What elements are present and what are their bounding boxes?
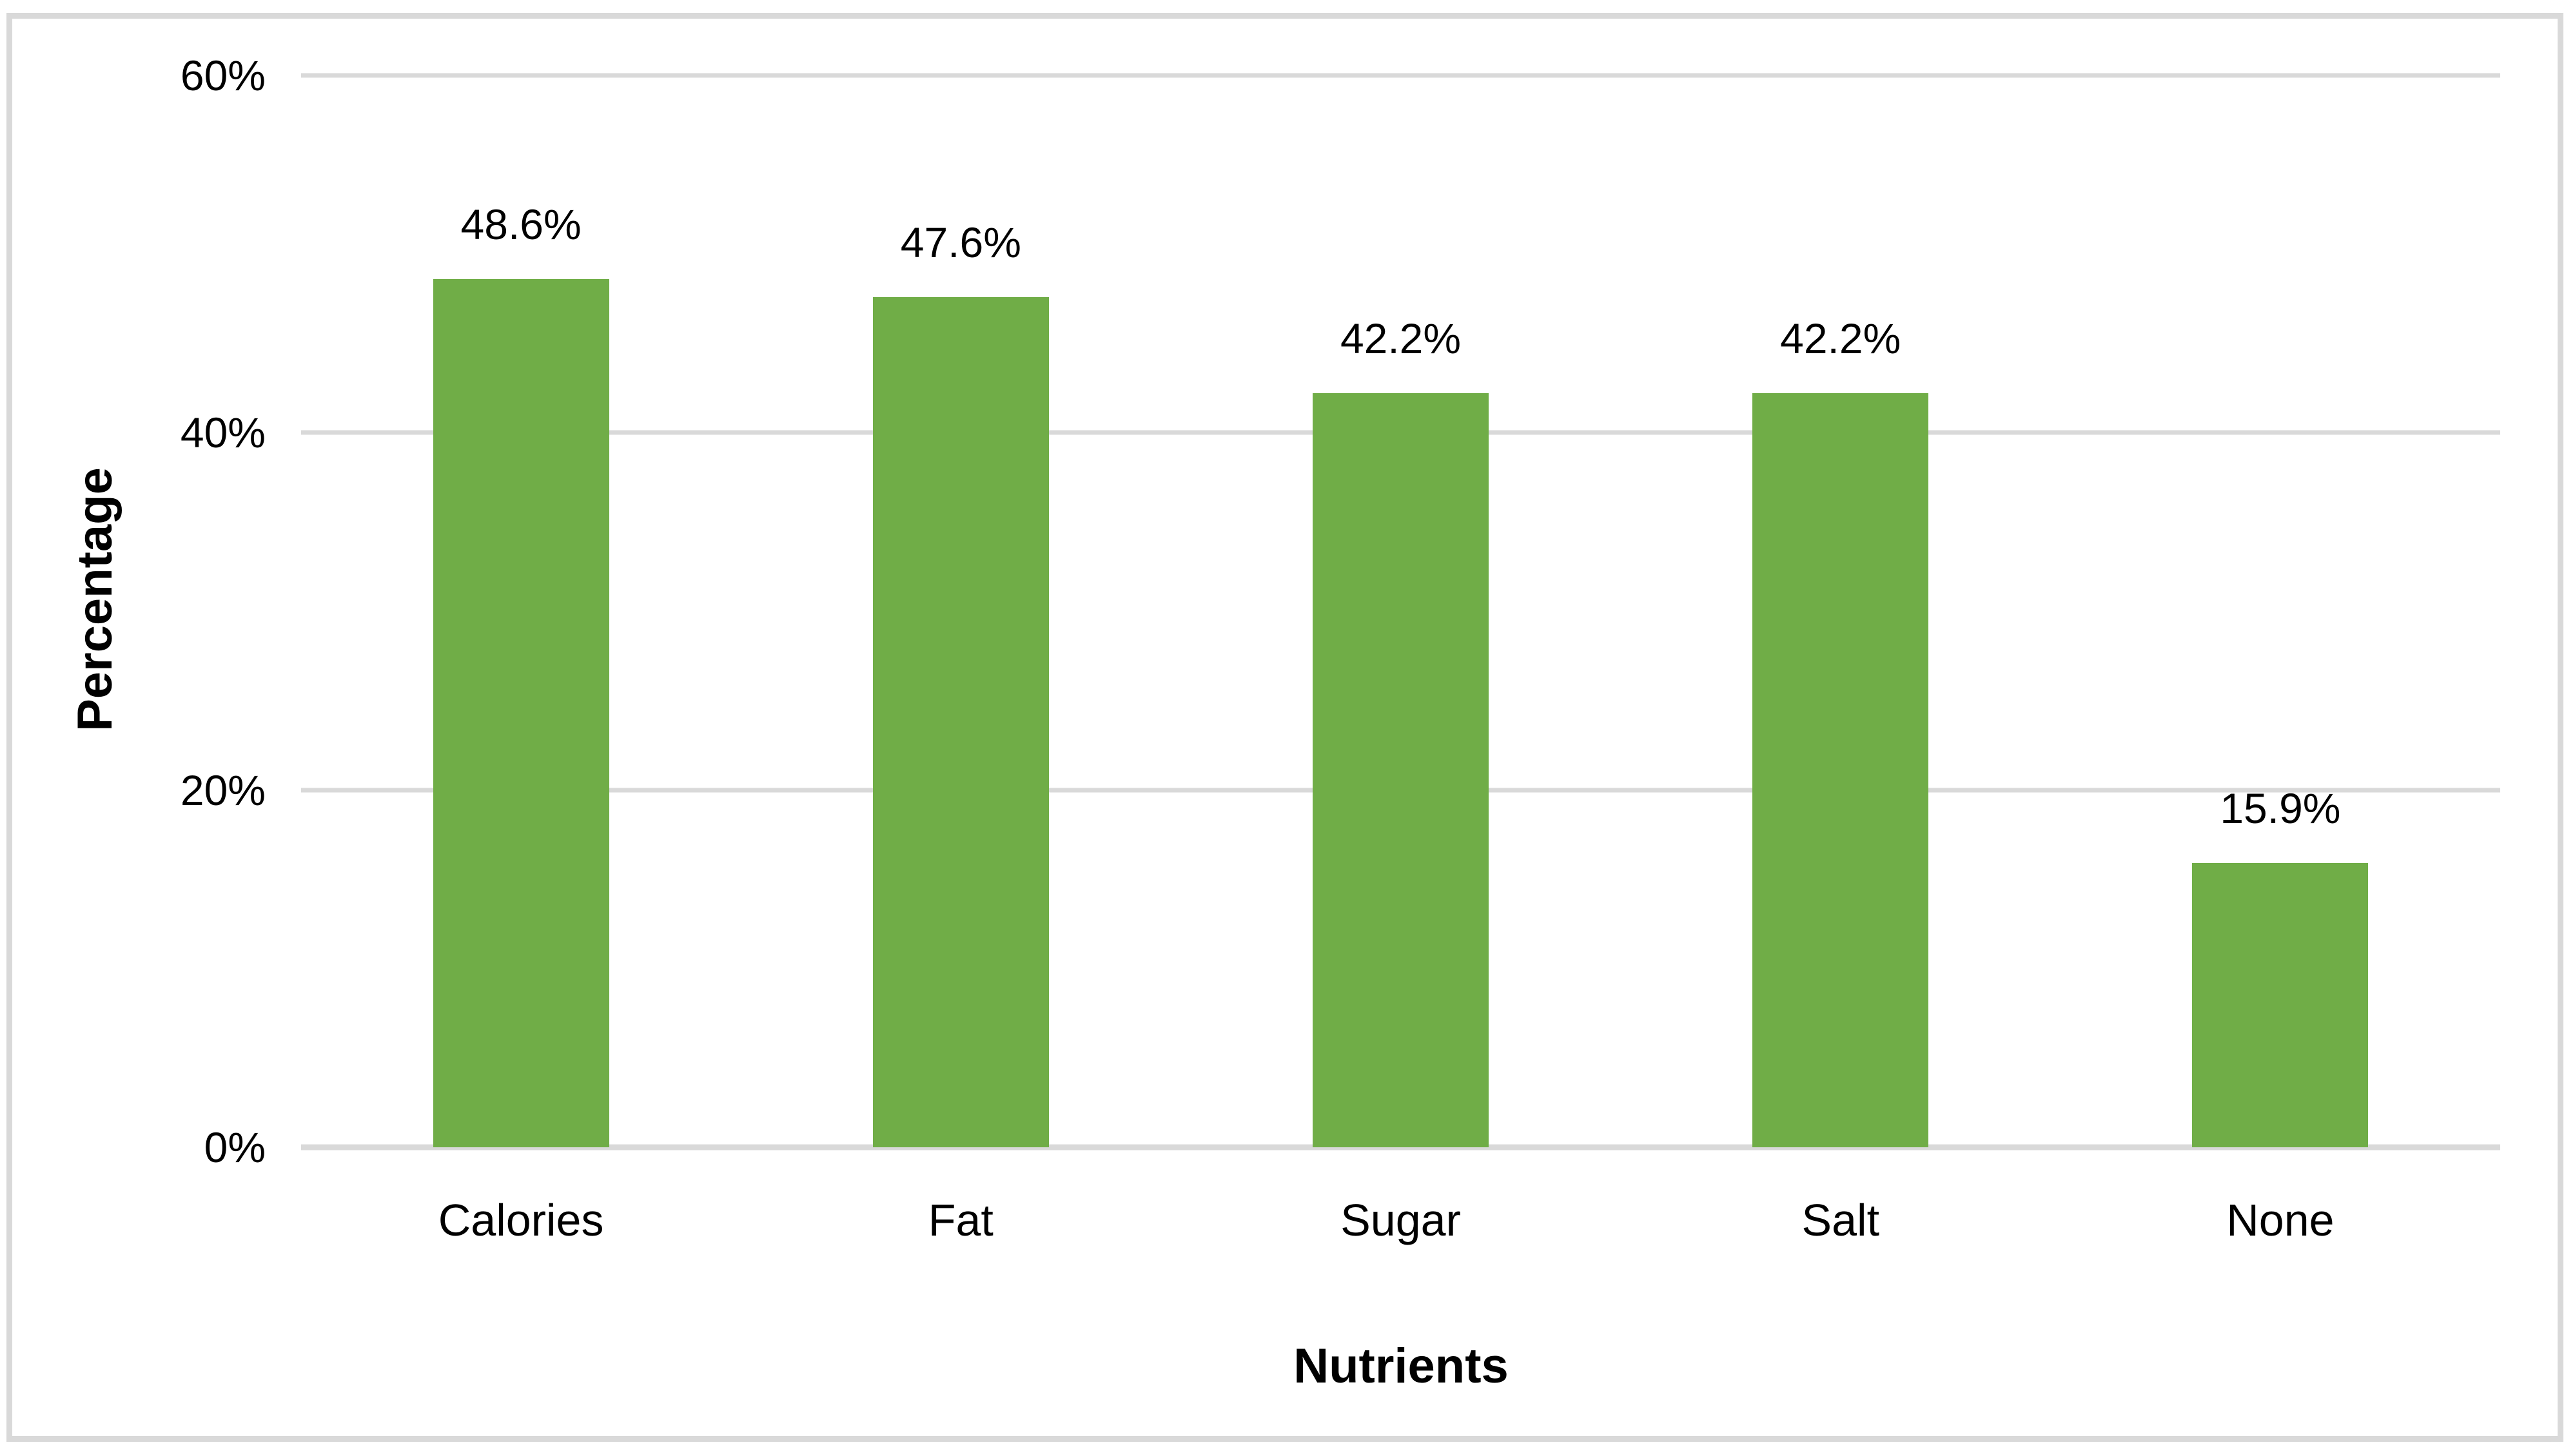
- bar-slot-salt: 42.2%: [1621, 75, 2061, 1147]
- y-tick-label-0%: 0%: [204, 1123, 266, 1171]
- bar-salt: [1752, 393, 1929, 1147]
- chart-frame-border: [6, 13, 2563, 1442]
- bar-slot-none: 15.9%: [2061, 75, 2500, 1147]
- data-label-fat: 47.6%: [900, 218, 1021, 266]
- bar-calories: [433, 278, 609, 1147]
- bars-area: 48.6% 47.6% 42.2% 42.2% 15.9%: [301, 75, 2500, 1147]
- category-label-sugar: Sugar: [1340, 1195, 1461, 1245]
- bar-fat: [872, 296, 1049, 1147]
- y-tick-label-60%: 60%: [180, 52, 266, 99]
- x-axis-category-labels: Calories Fat Sugar Salt None: [301, 1198, 2500, 1243]
- plot-area: 48.6% 47.6% 42.2% 42.2% 15.9%: [301, 73, 2500, 1150]
- bar-none: [2192, 863, 2369, 1147]
- bar-sugar: [1313, 393, 1489, 1147]
- bar-slot-calories: 48.6%: [301, 75, 741, 1147]
- category-label-fat: Fat: [928, 1195, 994, 1245]
- category-label-calories: Calories: [438, 1195, 604, 1245]
- bar-slot-fat: 47.6%: [741, 75, 1180, 1147]
- y-axis-tick-labels: 0% 20% 40% 60%: [0, 54, 266, 1169]
- y-tick-label-40%: 40%: [180, 409, 266, 457]
- data-label-sugar: 42.2%: [1340, 315, 1462, 363]
- data-label-calories: 48.6%: [460, 200, 582, 248]
- category-label-salt: Salt: [1801, 1195, 1880, 1245]
- data-label-none: 15.9%: [2220, 784, 2341, 833]
- data-label-salt: 42.2%: [1780, 315, 1901, 363]
- category-label-none: None: [2226, 1195, 2335, 1245]
- x-axis-title: Nutrients: [1293, 1339, 1509, 1393]
- bar-slot-sugar: 42.2%: [1180, 75, 1620, 1147]
- gridline-60%: [301, 73, 2500, 78]
- x-axis-line: [301, 1144, 2500, 1150]
- y-tick-label-20%: 20%: [180, 766, 266, 814]
